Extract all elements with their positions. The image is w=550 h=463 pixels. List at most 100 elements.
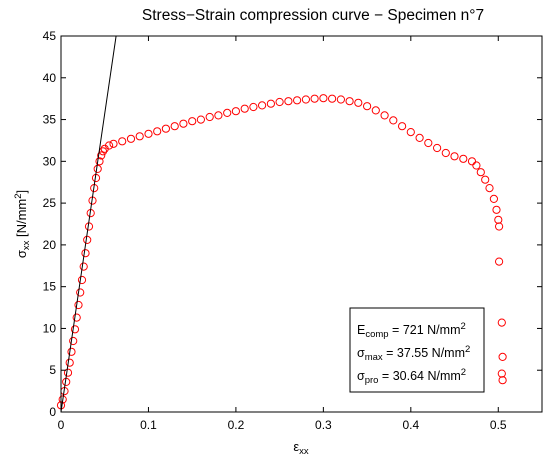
- legend-entry-modulus: Ecomp = 721 N/mm2: [357, 321, 466, 340]
- legend-entry-proportional-stress: σpro = 30.64 N/mm2: [357, 367, 466, 386]
- y-axis-symbol: σ: [14, 250, 29, 258]
- data-point: [492, 205, 501, 214]
- data-point: [476, 168, 485, 177]
- data-point: [109, 139, 118, 148]
- x-tick-label: 0.4: [402, 418, 419, 432]
- data-point: [495, 257, 504, 266]
- data-point: [301, 95, 310, 104]
- y-tick-label: 10: [43, 321, 57, 335]
- x-tick-label: 0.3: [315, 418, 332, 432]
- data-point: [65, 358, 74, 367]
- y-tick-label: 45: [43, 29, 57, 43]
- data-point: [498, 352, 507, 361]
- data-point: [406, 128, 415, 137]
- data-point: [345, 97, 354, 106]
- data-point: [398, 122, 407, 131]
- data-point: [284, 97, 293, 106]
- data-point: [494, 215, 503, 224]
- data-point: [319, 94, 328, 103]
- data-point: [74, 300, 83, 310]
- data-point: [485, 184, 494, 193]
- data-point: [336, 95, 345, 104]
- data-point: [97, 151, 106, 160]
- x-axis-subscript: xx: [299, 446, 309, 457]
- data-point: [67, 347, 76, 356]
- legend-subscript: comp: [365, 329, 388, 340]
- y-tick-label: 25: [43, 196, 57, 210]
- data-point: [415, 133, 424, 142]
- plot-frame: [60, 35, 543, 413]
- data-point: [293, 96, 302, 105]
- x-axis-label: εxx: [293, 439, 309, 457]
- legend-exponent: 2: [465, 344, 470, 355]
- y-tick-label: 15: [43, 280, 57, 294]
- data-point: [240, 104, 249, 113]
- data-point: [498, 376, 507, 385]
- data-point: [170, 122, 179, 131]
- legend-frame: [349, 307, 485, 393]
- data-point: [118, 137, 127, 146]
- data-point: [495, 222, 504, 231]
- legend-symbol: σ: [357, 346, 365, 360]
- chart-title: Stress−Strain compression curve − Specim…: [142, 7, 484, 24]
- data-point: [489, 194, 498, 203]
- legend-subscript: max: [365, 352, 383, 363]
- data-point: [77, 275, 87, 285]
- data-point: [93, 164, 102, 173]
- data-point: [76, 288, 85, 297]
- data-point: [188, 117, 197, 126]
- data-point: [161, 124, 170, 133]
- data-point: [98, 147, 108, 156]
- legend-value: = 721 N/mm: [389, 323, 461, 337]
- data-layer: [56, 94, 507, 410]
- data-point: [441, 148, 450, 158]
- legend-value: = 37.55 N/mm: [383, 346, 465, 360]
- data-point: [459, 154, 468, 163]
- data-point: [69, 336, 78, 346]
- data-point: [79, 262, 88, 271]
- data-point: [371, 106, 380, 115]
- data-point: [63, 368, 73, 377]
- data-point: [258, 101, 267, 110]
- y-axis-unit: [N/mm: [14, 199, 29, 241]
- data-point: [196, 115, 205, 124]
- x-tick-label: 0: [58, 418, 65, 432]
- data-point: [231, 107, 240, 116]
- data-point: [126, 134, 136, 143]
- data-point: [266, 99, 275, 108]
- data-point: [83, 235, 92, 244]
- y-axis-ticks: 0 5 10 15 20 25 30 35 40 45: [43, 29, 542, 419]
- data-point: [144, 129, 153, 138]
- y-tick-label: 30: [43, 154, 57, 168]
- data-point: [433, 143, 442, 153]
- data-point: [153, 127, 162, 136]
- data-point: [497, 318, 506, 327]
- legend-entry-max-stress: σmax = 37.55 N/mm2: [357, 344, 470, 363]
- data-point: [450, 152, 459, 161]
- elastic-modulus-line: [60, 35, 117, 413]
- data-point: [179, 119, 188, 128]
- data-point: [380, 111, 389, 120]
- y-axis-subscript: xx: [21, 240, 32, 250]
- legend-value: = 30.64 N/mm: [378, 369, 460, 383]
- legend-subscript: pro: [365, 375, 379, 386]
- x-tick-label: 0.5: [490, 418, 507, 432]
- data-point: [328, 94, 337, 103]
- data-point: [310, 94, 319, 103]
- data-point: [135, 132, 144, 141]
- fit-layer: [60, 35, 117, 413]
- data-point: [95, 157, 104, 166]
- x-tick-label: 0.1: [140, 418, 157, 432]
- data-point: [249, 102, 258, 112]
- x-axis-symbol: ε: [293, 439, 299, 454]
- legend-exponent: 2: [460, 321, 465, 332]
- data-point: [467, 157, 477, 166]
- x-axis-ticks: 0 0.1 0.2 0.3 0.4 0.5: [58, 36, 507, 432]
- legend-symbol: E: [357, 323, 365, 337]
- data-point: [497, 369, 506, 378]
- data-point: [105, 141, 114, 150]
- data-point: [424, 138, 433, 148]
- y-tick-label: 40: [43, 71, 57, 85]
